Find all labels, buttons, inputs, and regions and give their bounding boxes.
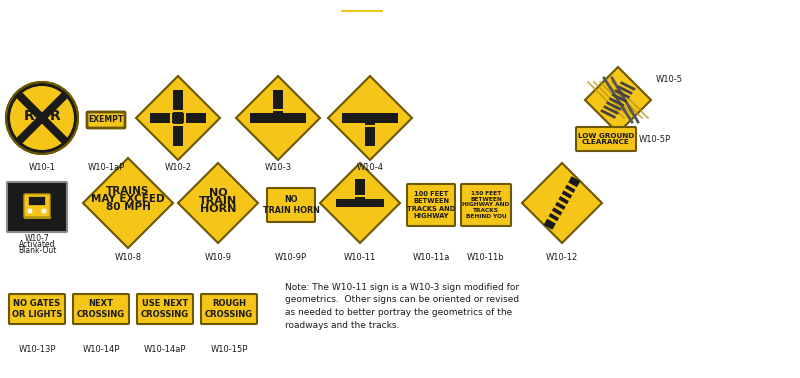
Polygon shape — [342, 113, 398, 123]
Text: W10-5: W10-5 — [656, 76, 683, 85]
FancyBboxPatch shape — [461, 184, 511, 226]
FancyBboxPatch shape — [9, 294, 65, 324]
Polygon shape — [250, 113, 306, 123]
Text: LOW GROUND
CLEARANCE: LOW GROUND CLEARANCE — [578, 133, 634, 146]
Text: W10-11a: W10-11a — [412, 253, 450, 262]
Text: Activated: Activated — [18, 240, 55, 249]
Text: NO GATES
OR LIGHTS: NO GATES OR LIGHTS — [12, 299, 62, 319]
Text: W10-7: W10-7 — [25, 234, 50, 243]
Text: NO
TRAIN HORN: NO TRAIN HORN — [262, 195, 319, 215]
FancyBboxPatch shape — [576, 127, 636, 151]
Polygon shape — [136, 76, 220, 160]
Text: NO: NO — [209, 188, 227, 198]
Polygon shape — [585, 67, 651, 133]
Polygon shape — [336, 199, 384, 207]
FancyBboxPatch shape — [73, 294, 129, 324]
Circle shape — [6, 82, 78, 154]
Polygon shape — [544, 176, 580, 230]
Text: HORN: HORN — [200, 204, 236, 214]
Circle shape — [42, 209, 46, 214]
Text: ROUGH
CROSSING: ROUGH CROSSING — [205, 299, 253, 319]
Polygon shape — [328, 76, 412, 160]
Text: NEXT
CROSSING: NEXT CROSSING — [77, 299, 125, 319]
Text: Note: The W10-11 sign is a W10-3 sign modified for
geometrics.  Other signs can : Note: The W10-11 sign is a W10-3 sign mo… — [285, 283, 519, 330]
Text: W10-2: W10-2 — [165, 163, 191, 172]
FancyBboxPatch shape — [24, 194, 50, 218]
Text: W10-4: W10-4 — [357, 163, 383, 172]
Text: Blank-Out: Blank-Out — [18, 246, 56, 255]
Polygon shape — [173, 90, 183, 146]
Text: USE NEXT
CROSSING: USE NEXT CROSSING — [141, 299, 189, 319]
Text: 80 MPH: 80 MPH — [106, 202, 150, 212]
Polygon shape — [15, 91, 69, 145]
FancyBboxPatch shape — [87, 112, 125, 128]
Text: W10-8: W10-8 — [114, 253, 142, 262]
Text: EXEMPT: EXEMPT — [88, 116, 124, 124]
FancyBboxPatch shape — [7, 182, 67, 232]
Text: W10-3: W10-3 — [265, 163, 291, 172]
Circle shape — [27, 209, 33, 214]
Text: 100 FEET
BETWEEN
TRACKS AND
HIGHWAY: 100 FEET BETWEEN TRACKS AND HIGHWAY — [407, 191, 455, 219]
Polygon shape — [150, 113, 206, 123]
Text: W10-14aP: W10-14aP — [144, 345, 186, 354]
Text: W10-13P: W10-13P — [18, 345, 56, 354]
Polygon shape — [355, 179, 365, 205]
FancyBboxPatch shape — [201, 294, 257, 324]
Text: TRAIN: TRAIN — [199, 196, 237, 206]
Text: TRAINS: TRAINS — [106, 186, 150, 196]
Text: W10-5P: W10-5P — [639, 135, 671, 144]
Text: R: R — [24, 109, 34, 123]
Text: W10-9: W10-9 — [205, 253, 231, 262]
Text: MAY EXCEED: MAY EXCEED — [91, 194, 165, 204]
Text: W10-12: W10-12 — [546, 253, 578, 262]
FancyBboxPatch shape — [137, 294, 193, 324]
Text: R: R — [50, 109, 60, 123]
Polygon shape — [365, 118, 375, 146]
FancyBboxPatch shape — [29, 197, 46, 206]
Text: W10-1: W10-1 — [29, 163, 55, 172]
Polygon shape — [236, 76, 320, 160]
Polygon shape — [522, 163, 602, 243]
FancyBboxPatch shape — [407, 184, 455, 226]
Polygon shape — [273, 90, 283, 118]
Text: W10-14P: W10-14P — [82, 345, 120, 354]
Text: 150 FEET
BETWEEN
HIGHWAY AND
TRACKS
BEHIND YOU: 150 FEET BETWEEN HIGHWAY AND TRACKS BEHI… — [462, 191, 510, 219]
Polygon shape — [83, 158, 173, 248]
Text: W10-1aP: W10-1aP — [87, 163, 125, 172]
Polygon shape — [15, 91, 69, 145]
Text: W10-15P: W10-15P — [210, 345, 248, 354]
Circle shape — [10, 86, 74, 150]
Polygon shape — [178, 163, 258, 243]
Text: W10-9P: W10-9P — [275, 253, 307, 262]
Text: W10-11b: W10-11b — [467, 253, 505, 262]
FancyBboxPatch shape — [267, 188, 315, 222]
Text: W10-11: W10-11 — [344, 253, 376, 262]
Polygon shape — [320, 163, 400, 243]
